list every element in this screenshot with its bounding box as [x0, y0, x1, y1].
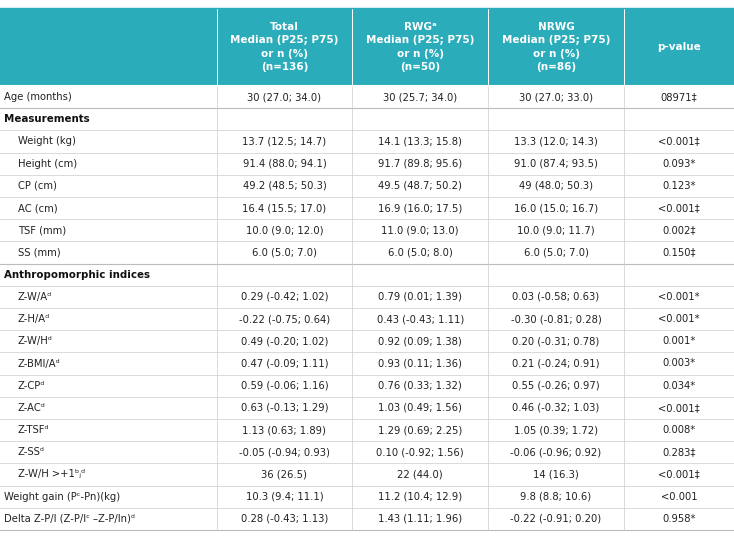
- Text: Z-W/H >+1ᵇⱼᵈ: Z-W/H >+1ᵇⱼᵈ: [18, 470, 85, 479]
- Text: 0.03 (-0.58; 0.63): 0.03 (-0.58; 0.63): [512, 292, 600, 302]
- Bar: [0, 441, 734, 463]
- Bar: [0, 286, 734, 308]
- Text: 49.5 (48.7; 50.2): 49.5 (48.7; 50.2): [378, 181, 462, 191]
- Text: 16.9 (16.0; 17.5): 16.9 (16.0; 17.5): [378, 203, 462, 213]
- Text: p-value: p-value: [657, 42, 701, 52]
- Text: Weight gain (Pᶜ-Pn)(kg): Weight gain (Pᶜ-Pn)(kg): [4, 492, 120, 502]
- Text: <0.001: <0.001: [661, 492, 697, 502]
- Text: 30 (27.0; 34.0): 30 (27.0; 34.0): [247, 92, 321, 102]
- Text: 0.283‡: 0.283‡: [662, 447, 696, 457]
- Text: 0.008*: 0.008*: [662, 425, 696, 435]
- Bar: [0, 175, 734, 197]
- Text: 49.2 (48.5; 50.3): 49.2 (48.5; 50.3): [242, 181, 327, 191]
- Text: 14.1 (13.3; 15.8): 14.1 (13.3; 15.8): [378, 137, 462, 146]
- Text: Z-TSFᵈ: Z-TSFᵈ: [18, 425, 50, 435]
- Bar: [0, 397, 734, 419]
- Text: 0.001*: 0.001*: [662, 336, 696, 346]
- Text: Z-H/Aᵈ: Z-H/Aᵈ: [18, 314, 50, 324]
- Bar: [0, 242, 734, 264]
- Text: 0.59 (-0.06; 1.16): 0.59 (-0.06; 1.16): [241, 381, 328, 391]
- Text: 1.03 (0.49; 1.56): 1.03 (0.49; 1.56): [378, 403, 462, 413]
- Text: 0.002‡: 0.002‡: [662, 225, 696, 235]
- Text: <0.001‡: <0.001‡: [658, 137, 700, 146]
- Text: -0.06 (-0.96; 0.92): -0.06 (-0.96; 0.92): [510, 447, 602, 457]
- Text: 0.93 (0.11; 1.36): 0.93 (0.11; 1.36): [378, 358, 462, 369]
- Text: Age (months): Age (months): [4, 92, 72, 102]
- Text: 0.20 (-0.31; 0.78): 0.20 (-0.31; 0.78): [512, 336, 600, 346]
- Text: 0.28 (-0.43; 1.13): 0.28 (-0.43; 1.13): [241, 514, 328, 524]
- Bar: [0, 463, 734, 486]
- Bar: [0, 197, 734, 219]
- Text: 16.4 (15.5; 17.0): 16.4 (15.5; 17.0): [242, 203, 327, 213]
- Text: Total
Median (P25; P75)
or n (%)
(n=136): Total Median (P25; P75) or n (%) (n=136): [230, 22, 338, 72]
- Text: Anthropomorphic indices: Anthropomorphic indices: [4, 270, 150, 280]
- Text: 11.0 (9.0; 13.0): 11.0 (9.0; 13.0): [382, 225, 459, 235]
- Bar: [0, 264, 734, 286]
- Text: 10.3 (9.4; 11.1): 10.3 (9.4; 11.1): [246, 492, 323, 502]
- Text: 30 (25.7; 34.0): 30 (25.7; 34.0): [383, 92, 457, 102]
- Bar: [0, 86, 734, 108]
- Text: 13.7 (12.5; 14.7): 13.7 (12.5; 14.7): [242, 137, 327, 146]
- Text: 0.034*: 0.034*: [662, 381, 696, 391]
- Text: -0.30 (-0.81; 0.28): -0.30 (-0.81; 0.28): [511, 314, 601, 324]
- Text: Z-W/Aᵈ: Z-W/Aᵈ: [18, 292, 52, 302]
- Text: 91.0 (87.4; 93.5): 91.0 (87.4; 93.5): [514, 159, 598, 169]
- Text: RWGᵃ
Median (P25; P75)
or n (%)
(n=50): RWGᵃ Median (P25; P75) or n (%) (n=50): [366, 22, 474, 72]
- Bar: [0, 308, 734, 330]
- Text: 0.093*: 0.093*: [662, 159, 696, 169]
- Text: 36 (26.5): 36 (26.5): [261, 470, 308, 479]
- Text: 0.55 (-0.26; 0.97): 0.55 (-0.26; 0.97): [512, 381, 600, 391]
- Text: 91.4 (88.0; 94.1): 91.4 (88.0; 94.1): [242, 159, 327, 169]
- Text: 0.76 (0.33; 1.32): 0.76 (0.33; 1.32): [378, 381, 462, 391]
- Text: 49 (48.0; 50.3): 49 (48.0; 50.3): [519, 181, 593, 191]
- Text: Z-ACᵈ: Z-ACᵈ: [18, 403, 46, 413]
- Text: 6.0 (5.0; 8.0): 6.0 (5.0; 8.0): [388, 247, 453, 258]
- Text: -0.05 (-0.94; 0.93): -0.05 (-0.94; 0.93): [239, 447, 330, 457]
- Text: 0.47 (-0.09; 1.11): 0.47 (-0.09; 1.11): [241, 358, 328, 369]
- Text: 91.7 (89.8; 95.6): 91.7 (89.8; 95.6): [378, 159, 462, 169]
- Text: 1.13 (0.63; 1.89): 1.13 (0.63; 1.89): [242, 425, 327, 435]
- Text: 0.21 (-0.24; 0.91): 0.21 (-0.24; 0.91): [512, 358, 600, 369]
- Bar: [0, 153, 734, 175]
- Text: <0.001*: <0.001*: [658, 314, 700, 324]
- Bar: [0, 374, 734, 397]
- Text: 14 (16.3): 14 (16.3): [533, 470, 579, 479]
- Bar: [0, 108, 734, 130]
- Text: <0.001‡: <0.001‡: [658, 203, 700, 213]
- Text: 0.150‡: 0.150‡: [662, 247, 696, 258]
- Text: 0.123*: 0.123*: [662, 181, 696, 191]
- Bar: [0, 8, 734, 86]
- Text: 0.49 (-0.20; 1.02): 0.49 (-0.20; 1.02): [241, 336, 328, 346]
- Text: 6.0 (5.0; 7.0): 6.0 (5.0; 7.0): [523, 247, 589, 258]
- Text: 13.3 (12.0; 14.3): 13.3 (12.0; 14.3): [514, 137, 598, 146]
- Text: 0.10 (-0.92; 1.56): 0.10 (-0.92; 1.56): [377, 447, 464, 457]
- Text: 22 (44.0): 22 (44.0): [397, 470, 443, 479]
- Text: 0.29 (-0.42; 1.02): 0.29 (-0.42; 1.02): [241, 292, 328, 302]
- Text: 30 (27.0; 33.0): 30 (27.0; 33.0): [519, 92, 593, 102]
- Text: Delta Z-P/I (Z-P/Iᶜ –Z-P/In)ᵈ: Delta Z-P/I (Z-P/Iᶜ –Z-P/In)ᵈ: [4, 514, 135, 524]
- Text: 08971‡: 08971‡: [661, 92, 697, 102]
- Text: Z-W/Hᵈ: Z-W/Hᵈ: [18, 336, 53, 346]
- Text: 6.0 (5.0; 7.0): 6.0 (5.0; 7.0): [252, 247, 317, 258]
- Text: <0.001‡: <0.001‡: [658, 470, 700, 479]
- Text: SS (mm): SS (mm): [18, 247, 61, 258]
- Text: 0.958*: 0.958*: [662, 514, 696, 524]
- Text: -0.22 (-0.75; 0.64): -0.22 (-0.75; 0.64): [239, 314, 330, 324]
- Text: 0.46 (-0.32; 1.03): 0.46 (-0.32; 1.03): [512, 403, 600, 413]
- Text: NRWG
Median (P25; P75)
or n (%)
(n=86): NRWG Median (P25; P75) or n (%) (n=86): [502, 22, 610, 72]
- Text: 16.0 (15.0; 16.7): 16.0 (15.0; 16.7): [514, 203, 598, 213]
- Text: 0.43 (-0.43; 1.11): 0.43 (-0.43; 1.11): [377, 314, 464, 324]
- Text: 1.05 (0.39; 1.72): 1.05 (0.39; 1.72): [514, 425, 598, 435]
- Text: 11.2 (10.4; 12.9): 11.2 (10.4; 12.9): [378, 492, 462, 502]
- Bar: [0, 419, 734, 441]
- Text: 0.92 (0.09; 1.38): 0.92 (0.09; 1.38): [378, 336, 462, 346]
- Text: 10.0 (9.0; 11.7): 10.0 (9.0; 11.7): [517, 225, 595, 235]
- Bar: [0, 508, 734, 530]
- Text: Measurements: Measurements: [4, 114, 90, 124]
- Text: 0.63 (-0.13; 1.29): 0.63 (-0.13; 1.29): [241, 403, 328, 413]
- Bar: [0, 352, 734, 374]
- Text: 0.003*: 0.003*: [662, 358, 696, 369]
- Text: 10.0 (9.0; 12.0): 10.0 (9.0; 12.0): [246, 225, 323, 235]
- Text: Height (cm): Height (cm): [18, 159, 77, 169]
- Text: Z-BMI/Aᵈ: Z-BMI/Aᵈ: [18, 358, 61, 369]
